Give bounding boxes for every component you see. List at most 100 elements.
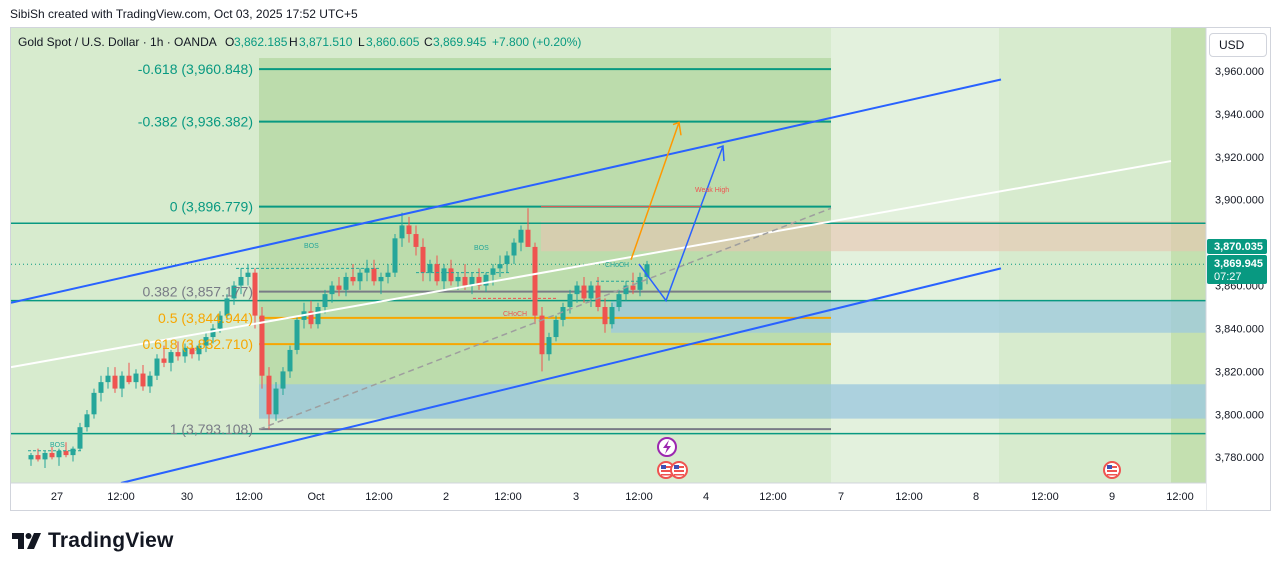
- candle-body: [203, 337, 209, 346]
- candle-body: [140, 373, 146, 387]
- time-tick-label: 2: [443, 491, 449, 503]
- candle-body: [413, 234, 419, 247]
- price-tag-close-text: 3,869.945: [1214, 258, 1263, 270]
- candle-body: [91, 392, 97, 415]
- fib-level-label: 0.382 (3,857.177): [142, 284, 253, 300]
- candle-body: [581, 285, 587, 299]
- price-tick-label: 3,820.000: [1215, 366, 1264, 378]
- candle-body: [525, 229, 531, 247]
- candle-body: [217, 315, 223, 329]
- candle-body: [518, 229, 524, 243]
- candle-body: [371, 268, 377, 282]
- time-tick-label: 12:00: [494, 491, 522, 503]
- candle-body: [357, 272, 363, 282]
- candle-body: [511, 242, 517, 256]
- candle-body: [462, 276, 468, 286]
- legend-l-label: L: [358, 35, 365, 49]
- legend-change: +7.800 (+0.20%): [492, 35, 581, 49]
- candle-body: [315, 307, 321, 325]
- candle-body: [196, 345, 202, 355]
- candle-body: [497, 264, 503, 269]
- choch-label-1: CHoCH: [503, 311, 527, 318]
- candle-body: [336, 285, 342, 290]
- time-tick-label: 3: [573, 491, 579, 503]
- time-tick-label: 12:00: [759, 491, 787, 503]
- candle-body: [112, 375, 118, 389]
- candle-body: [623, 285, 629, 295]
- legend-ohlc: O 3,862.185 H 3,871.510 L 3,860.605 C 3,…: [225, 35, 581, 49]
- fib-level-label: -0.618 (3,960.848): [138, 61, 253, 77]
- candle-body: [553, 319, 559, 338]
- legend-symbol: Gold Spot / U.S. Dollar · 1h · OANDA: [18, 35, 217, 49]
- candle-body: [574, 285, 580, 295]
- candle-body: [644, 264, 650, 277]
- price-tick-label: 3,800.000: [1215, 409, 1264, 421]
- blue-arrow-head: [716, 145, 725, 162]
- chart-frame[interactable]: -0.618 (3,960.848) -0.382 (3,936.382) 0 (3…: [10, 27, 1271, 511]
- orange-arrow-head: [672, 121, 682, 136]
- candle-body: [322, 294, 328, 308]
- candle-body: [252, 272, 258, 316]
- candle-body: [329, 285, 335, 295]
- bos-label-3: BOS: [474, 245, 489, 252]
- fib-level-label: 0.618 (3,832.710): [142, 336, 253, 352]
- candle-body: [182, 347, 188, 357]
- lightning-event-icon[interactable]: [657, 437, 677, 457]
- candle-body: [546, 337, 552, 355]
- candle-body: [532, 246, 538, 316]
- time-axis-panel: [11, 483, 1206, 510]
- tradingview-logo-icon: [12, 533, 41, 549]
- candle-body: [98, 382, 104, 393]
- demand-zone-lower: [259, 384, 1206, 419]
- channel-lower-line: [120, 267, 1002, 484]
- us-flag-event-icon[interactable]: [670, 461, 688, 479]
- legend-h-label: H: [289, 35, 298, 49]
- candle-body: [119, 375, 125, 389]
- tradingview-brand-text: TradingView: [48, 529, 174, 552]
- candle-body: [392, 238, 398, 273]
- candle-body: [441, 268, 447, 282]
- candle-body: [350, 276, 356, 282]
- candle-body: [189, 347, 195, 355]
- candle-body: [168, 352, 174, 363]
- us-flag-event-icon[interactable]: [657, 461, 675, 479]
- fib-level-label: 0.5 (3,844.944): [158, 310, 253, 326]
- candle-body: [175, 352, 181, 357]
- us-flag-event-icon[interactable]: [1103, 461, 1121, 479]
- price-tick-label: 3,840.000: [1215, 323, 1264, 335]
- chart-caption: SibiSh created with TradingView.com, Oct…: [10, 7, 358, 21]
- candle-body: [28, 455, 34, 460]
- price-tag-high: 3,870.035: [1207, 239, 1267, 254]
- legend-c-value: 3,869.945: [433, 35, 487, 49]
- projection-blue-arrow: [638, 145, 724, 303]
- projection-orange-arrow: [630, 122, 680, 261]
- time-tick-label: 8: [973, 491, 979, 503]
- price-tag-close: 3,869.945 07:27: [1207, 255, 1267, 284]
- time-tick-label: 27: [51, 491, 63, 503]
- legend-o-value: 3,862.185: [234, 35, 288, 49]
- candle-body: [560, 307, 566, 320]
- price-tick-label: 3,780.000: [1215, 452, 1264, 464]
- demand-zone-upper: [611, 300, 1206, 333]
- midline-white: [11, 160, 1172, 369]
- candle-body: [630, 285, 636, 290]
- price-tag-high-text: 3,870.035: [1214, 241, 1263, 253]
- price-tick-label: 3,940.000: [1215, 109, 1264, 121]
- candle-body: [266, 375, 272, 415]
- candle-body: [224, 298, 230, 316]
- candle-body: [231, 285, 237, 299]
- candle-body: [504, 255, 510, 265]
- bos-label-1: BOS: [50, 442, 65, 449]
- candle-body: [427, 264, 433, 273]
- candle-body: [294, 319, 300, 350]
- price-chart[interactable]: -0.618 (3,960.848) -0.382 (3,936.382) 0 (3…: [11, 28, 1270, 510]
- candle-body: [616, 294, 622, 308]
- weak-high-label: Weak High: [695, 187, 729, 194]
- fib-level-label: 1 (3,793.108): [170, 421, 253, 437]
- candle-body: [399, 225, 405, 239]
- candle-body: [84, 414, 90, 428]
- currency-button[interactable]: USD: [1209, 33, 1267, 57]
- time-tick-label: 12:00: [895, 491, 923, 503]
- candle-body: [56, 450, 62, 458]
- fib-level-label: -0.382 (3,936.382): [138, 114, 253, 130]
